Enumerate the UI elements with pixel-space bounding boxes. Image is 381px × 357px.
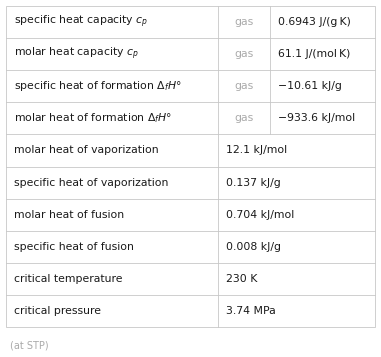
Text: critical pressure: critical pressure <box>14 306 101 316</box>
Text: gas: gas <box>234 81 254 91</box>
Text: critical temperature: critical temperature <box>14 274 123 284</box>
Text: molar heat of fusion: molar heat of fusion <box>14 210 124 220</box>
Text: 0.6943 J/(g K): 0.6943 J/(g K) <box>278 17 351 27</box>
Text: 0.137 kJ/g: 0.137 kJ/g <box>226 177 281 187</box>
Bar <box>6 6 375 327</box>
Text: 0.704 kJ/mol: 0.704 kJ/mol <box>226 210 295 220</box>
Text: 3.74 MPa: 3.74 MPa <box>226 306 276 316</box>
Text: 12.1 kJ/mol: 12.1 kJ/mol <box>226 145 287 155</box>
Text: specific heat of vaporization: specific heat of vaporization <box>14 177 168 187</box>
Text: −10.61 kJ/g: −10.61 kJ/g <box>278 81 342 91</box>
Text: gas: gas <box>234 114 254 124</box>
Text: specific heat of fusion: specific heat of fusion <box>14 242 134 252</box>
Text: molar heat of vaporization: molar heat of vaporization <box>14 145 158 155</box>
Text: 230 K: 230 K <box>226 274 258 284</box>
Text: (at STP): (at STP) <box>10 340 49 350</box>
Text: 61.1 J/(mol K): 61.1 J/(mol K) <box>278 49 350 59</box>
Text: gas: gas <box>234 17 254 27</box>
Text: specific heat capacity $c_p$: specific heat capacity $c_p$ <box>14 14 148 30</box>
Text: molar heat capacity $c_p$: molar heat capacity $c_p$ <box>14 46 139 62</box>
Text: molar heat of formation $\Delta_f H$°: molar heat of formation $\Delta_f H$° <box>14 111 172 125</box>
Text: −933.6 kJ/mol: −933.6 kJ/mol <box>278 114 355 124</box>
Text: 0.008 kJ/g: 0.008 kJ/g <box>226 242 281 252</box>
Text: specific heat of formation $\Delta_f H$°: specific heat of formation $\Delta_f H$° <box>14 79 182 93</box>
Text: gas: gas <box>234 49 254 59</box>
